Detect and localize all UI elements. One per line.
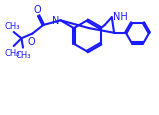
Text: N: N: [52, 15, 60, 25]
Text: CH₃: CH₃: [15, 50, 31, 59]
Text: O: O: [33, 5, 41, 15]
Text: O: O: [28, 37, 35, 46]
Text: NH: NH: [113, 12, 128, 21]
Text: CH₃: CH₃: [4, 22, 20, 31]
Text: CH₃: CH₃: [4, 48, 20, 57]
